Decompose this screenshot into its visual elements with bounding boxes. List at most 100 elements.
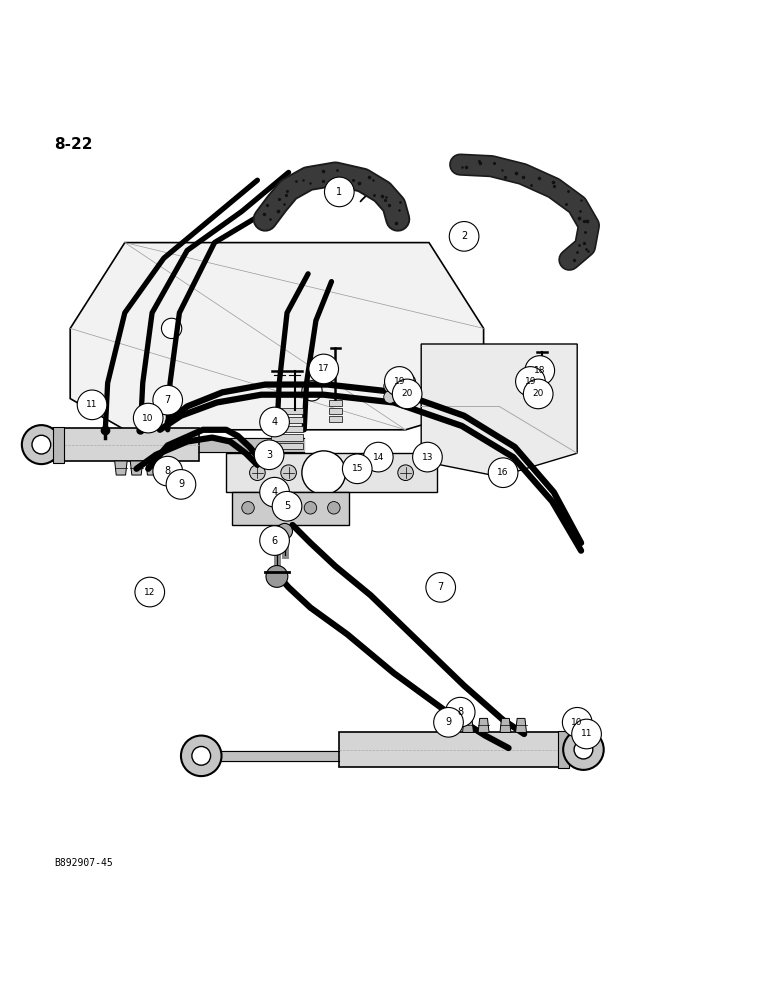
Text: 7: 7 xyxy=(438,582,444,592)
Circle shape xyxy=(260,407,289,437)
Polygon shape xyxy=(500,718,511,732)
Polygon shape xyxy=(130,461,143,475)
Circle shape xyxy=(254,440,284,470)
Circle shape xyxy=(392,379,422,409)
Polygon shape xyxy=(536,361,548,369)
Circle shape xyxy=(351,465,367,481)
Circle shape xyxy=(302,381,322,401)
Circle shape xyxy=(302,451,346,495)
Circle shape xyxy=(250,465,265,481)
Circle shape xyxy=(260,477,289,507)
Circle shape xyxy=(309,354,339,384)
Circle shape xyxy=(192,746,211,765)
Circle shape xyxy=(153,385,183,415)
Text: 14: 14 xyxy=(373,453,384,462)
Polygon shape xyxy=(271,417,303,423)
Circle shape xyxy=(32,435,51,454)
Polygon shape xyxy=(329,408,342,414)
Text: 8: 8 xyxy=(165,466,171,476)
Circle shape xyxy=(324,177,354,207)
Circle shape xyxy=(384,380,396,392)
Text: 19: 19 xyxy=(394,377,405,386)
Circle shape xyxy=(525,356,555,385)
Circle shape xyxy=(563,729,604,770)
Polygon shape xyxy=(536,371,548,379)
Circle shape xyxy=(277,523,292,539)
Text: 11: 11 xyxy=(581,729,592,738)
Text: 19: 19 xyxy=(525,377,536,386)
Text: 16: 16 xyxy=(498,468,509,477)
Text: 4: 4 xyxy=(271,417,278,427)
Circle shape xyxy=(273,502,285,514)
Polygon shape xyxy=(463,718,473,732)
Polygon shape xyxy=(478,718,489,732)
Polygon shape xyxy=(232,492,349,525)
Text: B892907-45: B892907-45 xyxy=(55,858,113,868)
Text: 13: 13 xyxy=(422,453,433,462)
Circle shape xyxy=(572,719,601,749)
Text: 10: 10 xyxy=(572,718,583,727)
Text: 2: 2 xyxy=(461,231,467,241)
Polygon shape xyxy=(536,381,548,389)
Text: 1: 1 xyxy=(336,187,342,197)
Polygon shape xyxy=(329,416,342,422)
Circle shape xyxy=(426,573,456,602)
Circle shape xyxy=(161,318,182,339)
Polygon shape xyxy=(329,400,342,406)
Circle shape xyxy=(181,736,222,776)
Circle shape xyxy=(153,456,183,486)
Text: 6: 6 xyxy=(271,536,278,546)
Circle shape xyxy=(574,740,593,759)
Polygon shape xyxy=(516,718,526,732)
Circle shape xyxy=(384,391,396,403)
Polygon shape xyxy=(115,461,127,475)
Circle shape xyxy=(77,390,107,420)
Text: 20: 20 xyxy=(402,389,413,398)
Circle shape xyxy=(281,465,296,481)
Polygon shape xyxy=(271,434,303,441)
Circle shape xyxy=(434,707,463,737)
Circle shape xyxy=(363,442,393,472)
Polygon shape xyxy=(53,427,64,463)
Text: 10: 10 xyxy=(143,414,154,423)
Circle shape xyxy=(304,502,317,514)
Text: 18: 18 xyxy=(534,366,545,375)
Circle shape xyxy=(445,697,475,727)
Circle shape xyxy=(342,454,372,484)
Text: 12: 12 xyxy=(144,588,155,597)
Circle shape xyxy=(562,707,592,737)
Circle shape xyxy=(166,470,196,499)
Polygon shape xyxy=(421,344,577,477)
Circle shape xyxy=(449,222,479,251)
Circle shape xyxy=(523,379,553,409)
Text: 4: 4 xyxy=(271,487,278,497)
Circle shape xyxy=(272,491,302,521)
Polygon shape xyxy=(70,243,484,430)
Polygon shape xyxy=(146,461,158,475)
Text: 9: 9 xyxy=(178,479,184,489)
Circle shape xyxy=(395,373,416,393)
Text: 17: 17 xyxy=(318,364,329,373)
Polygon shape xyxy=(339,732,566,767)
Circle shape xyxy=(266,566,288,587)
Text: 20: 20 xyxy=(533,389,544,398)
Circle shape xyxy=(385,367,414,396)
Text: 8-22: 8-22 xyxy=(55,137,93,152)
Polygon shape xyxy=(271,408,303,414)
Text: 9: 9 xyxy=(445,717,452,727)
Text: 15: 15 xyxy=(352,464,363,473)
Polygon shape xyxy=(271,443,303,449)
Polygon shape xyxy=(271,426,303,432)
Circle shape xyxy=(135,577,165,607)
Circle shape xyxy=(516,367,545,396)
Text: 3: 3 xyxy=(266,450,272,460)
Text: 11: 11 xyxy=(87,400,98,409)
Circle shape xyxy=(242,502,254,514)
Text: 8: 8 xyxy=(457,707,463,717)
Polygon shape xyxy=(226,453,437,492)
Polygon shape xyxy=(558,731,569,768)
Circle shape xyxy=(133,403,163,433)
Text: 5: 5 xyxy=(284,501,290,511)
Circle shape xyxy=(328,502,340,514)
Polygon shape xyxy=(161,461,174,475)
